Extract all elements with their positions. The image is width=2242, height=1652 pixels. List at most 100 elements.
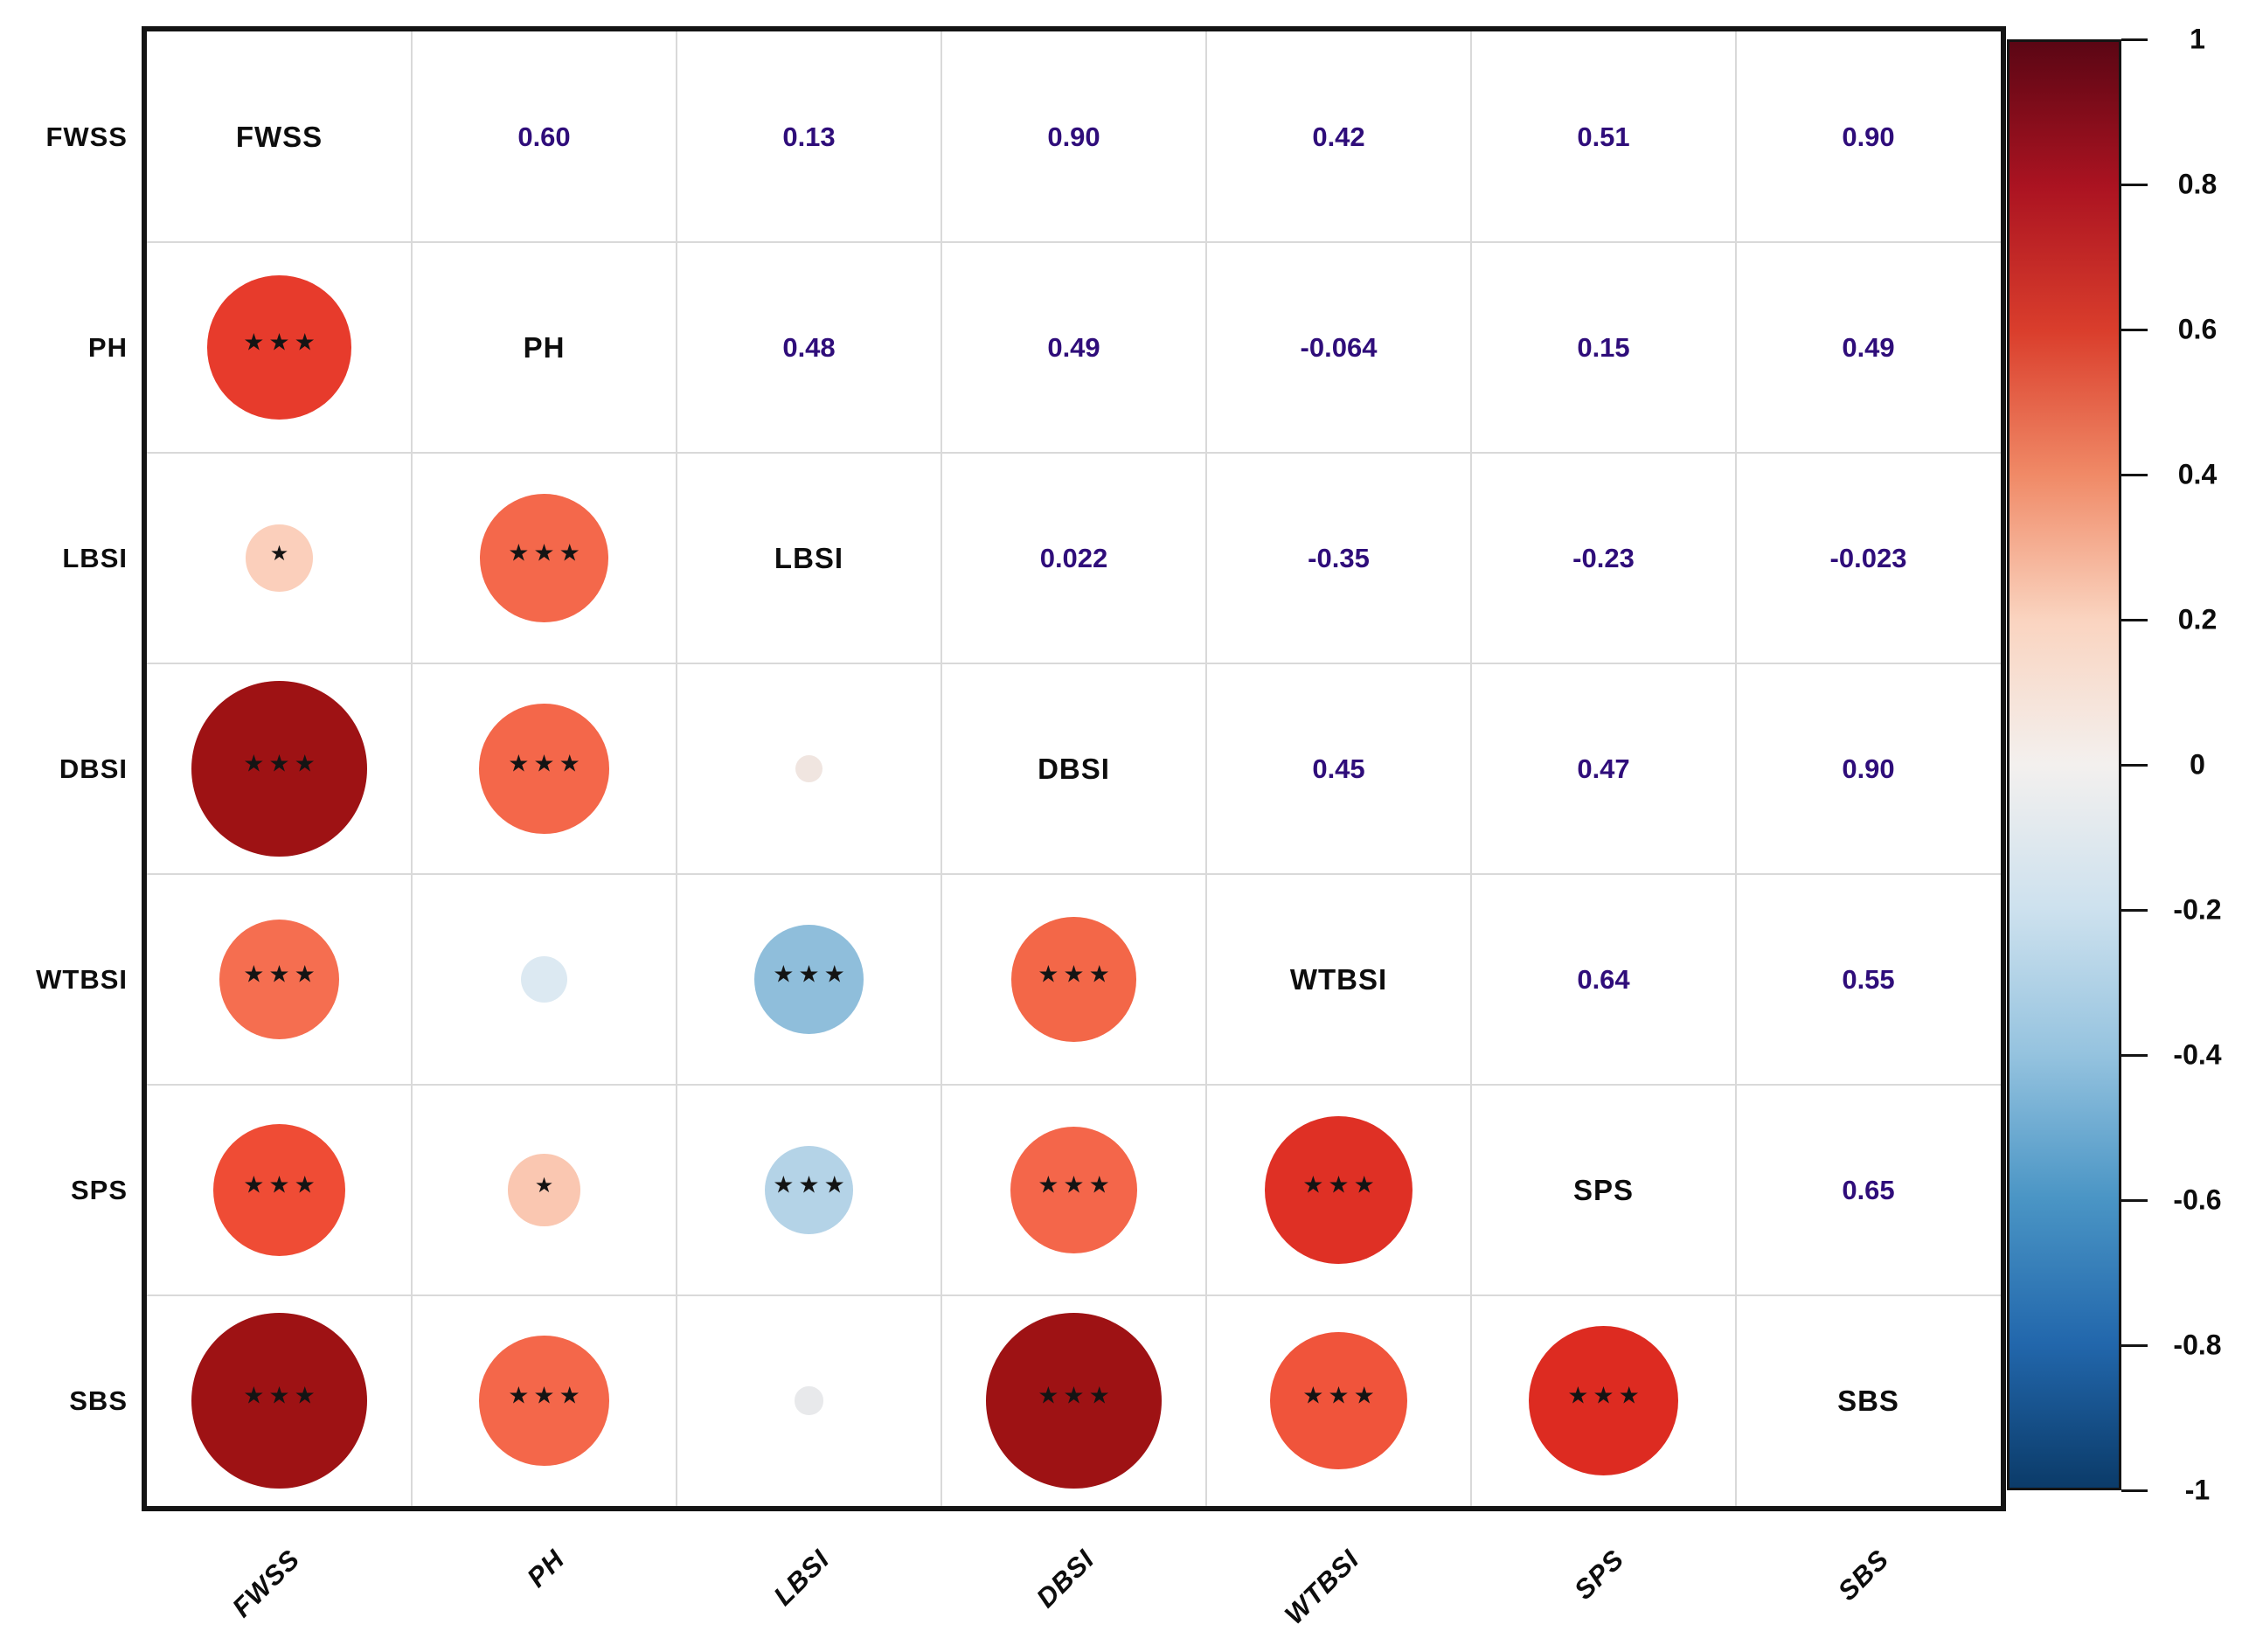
colorbar-tick-label: -0.6 xyxy=(2173,1183,2222,1216)
column-label-sbs: SBS xyxy=(1831,1544,1895,1607)
significance-stars: ★★★ xyxy=(1038,1382,1114,1409)
correlation-circle xyxy=(246,524,313,592)
correlation-circle xyxy=(753,924,864,1035)
correlation-circle xyxy=(479,1336,609,1466)
correlation-circle xyxy=(212,1123,346,1257)
correlation-circle xyxy=(795,1386,823,1415)
colorbar-tick xyxy=(2121,473,2148,476)
grid-hline xyxy=(147,1295,2001,1296)
colorbar-tick xyxy=(2121,38,2148,41)
correlation-value: 0.47 xyxy=(1577,753,1630,784)
diagonal-label: FWSS xyxy=(235,120,323,153)
significance-stars: ★ xyxy=(269,540,294,566)
correlation-circle xyxy=(1529,1326,1678,1475)
grid-vline xyxy=(411,31,413,1506)
row-label-sps: SPS xyxy=(70,1174,128,1205)
correlation-value: 0.48 xyxy=(782,331,836,363)
correlation-circle xyxy=(764,1145,854,1235)
correlation-circle xyxy=(520,955,568,1003)
diagonal-label: LBSI xyxy=(774,541,844,574)
grid-vline xyxy=(1735,31,1737,1506)
significance-stars: ★★★ xyxy=(243,329,320,356)
significance-stars: ★★★ xyxy=(243,1382,320,1409)
column-label-ph: PH xyxy=(520,1544,571,1593)
column-label-wtbsi: WTBSI xyxy=(1278,1544,1365,1630)
colorbar-tick-label: 0.6 xyxy=(2177,313,2218,345)
significance-stars: ★★★ xyxy=(773,961,850,988)
column-label-lbsi: LBSI xyxy=(767,1544,836,1612)
column-label-sps: SPS xyxy=(1567,1544,1630,1606)
grid-hline xyxy=(147,1084,2001,1086)
correlation-value: 0.90 xyxy=(1842,753,1895,784)
correlation-circle xyxy=(985,1312,1163,1489)
correlation-value: 0.49 xyxy=(1842,331,1895,363)
correlation-circle xyxy=(1011,917,1136,1042)
colorbar-tick-label: 0.4 xyxy=(2177,458,2218,490)
correlation-value: 0.15 xyxy=(1577,331,1630,363)
grid-vline xyxy=(676,31,677,1506)
colorbar-tick xyxy=(2121,618,2148,621)
row-label-fwss: FWSS xyxy=(45,121,128,152)
significance-stars: ★★★ xyxy=(508,1382,585,1409)
colorbar-tick xyxy=(2121,183,2148,186)
colorbar-tick xyxy=(2121,1489,2148,1492)
diagonal-label: WTBSI xyxy=(1289,962,1388,996)
correlation-circle xyxy=(207,275,351,420)
grid-hline xyxy=(147,873,2001,875)
significance-stars: ★★★ xyxy=(1038,1171,1114,1198)
correlation-value: -0.35 xyxy=(1308,542,1370,573)
significance-stars: ★★★ xyxy=(773,1171,850,1198)
plot-border xyxy=(142,26,2006,1511)
colorbar-tick-label: -0.4 xyxy=(2173,1038,2222,1071)
significance-stars: ★★★ xyxy=(1567,1382,1644,1409)
correlation-value: 0.51 xyxy=(1577,121,1630,152)
significance-stars: ★★★ xyxy=(1038,961,1114,988)
correlation-circle xyxy=(1269,1331,1408,1470)
correlation-circle xyxy=(479,704,609,834)
colorbar-tick-label: -1 xyxy=(2184,1474,2211,1506)
correlation-value: 0.42 xyxy=(1312,121,1365,152)
colorbar-tick xyxy=(2121,763,2148,767)
diagonal-label: PH xyxy=(523,330,566,364)
diagonal-label: DBSI xyxy=(1038,752,1110,785)
grid-hline xyxy=(147,241,2001,243)
correlation-value: 0.60 xyxy=(517,121,571,152)
diagonal-label: SPS xyxy=(1572,1173,1635,1206)
correlation-circle xyxy=(1010,1126,1138,1254)
significance-stars: ★★★ xyxy=(243,750,320,777)
colorbar-tick xyxy=(2121,328,2148,331)
correlation-value: 0.13 xyxy=(782,121,836,152)
colorbar-tick-label: 0.2 xyxy=(2177,603,2218,635)
column-label-fwss: FWSS xyxy=(226,1544,306,1623)
significance-stars: ★★★ xyxy=(243,961,320,988)
significance-stars: ★★★ xyxy=(508,750,585,777)
grid-vline xyxy=(941,31,942,1506)
correlation-value: -0.23 xyxy=(1572,542,1635,573)
colorbar-tick-label: 0 xyxy=(2190,748,2205,781)
correlation-circle xyxy=(1264,1115,1413,1265)
significance-stars: ★★★ xyxy=(1302,1382,1379,1409)
grid-vline xyxy=(1205,31,1207,1506)
grid-vline xyxy=(1470,31,1472,1506)
correlation-value: -0.064 xyxy=(1300,331,1378,363)
correlation-circle xyxy=(480,494,608,622)
column-label-dbsi: DBSI xyxy=(1030,1544,1100,1614)
colorbar-tick-label: -0.2 xyxy=(2173,893,2222,926)
correlation-value: 0.45 xyxy=(1312,753,1365,784)
colorbar-tick-label: 0.8 xyxy=(2177,168,2218,200)
diagonal-label: SBS xyxy=(1837,1384,1899,1417)
colorbar-tick xyxy=(2121,1053,2148,1057)
row-label-wtbsi: WTBSI xyxy=(36,963,128,995)
significance-stars: ★★★ xyxy=(508,539,585,566)
significance-stars: ★ xyxy=(534,1172,559,1197)
colorbar-tick xyxy=(2121,1343,2148,1347)
grid-hline xyxy=(147,452,2001,454)
correlation-value: 0.022 xyxy=(1039,542,1108,573)
correlation-value: 0.65 xyxy=(1842,1174,1895,1205)
correlation-value: 0.64 xyxy=(1577,963,1630,995)
row-label-dbsi: DBSI xyxy=(59,753,128,784)
correlation-circle xyxy=(191,680,368,857)
correlation-value: 0.90 xyxy=(1047,121,1100,152)
grid-hline xyxy=(147,663,2001,664)
